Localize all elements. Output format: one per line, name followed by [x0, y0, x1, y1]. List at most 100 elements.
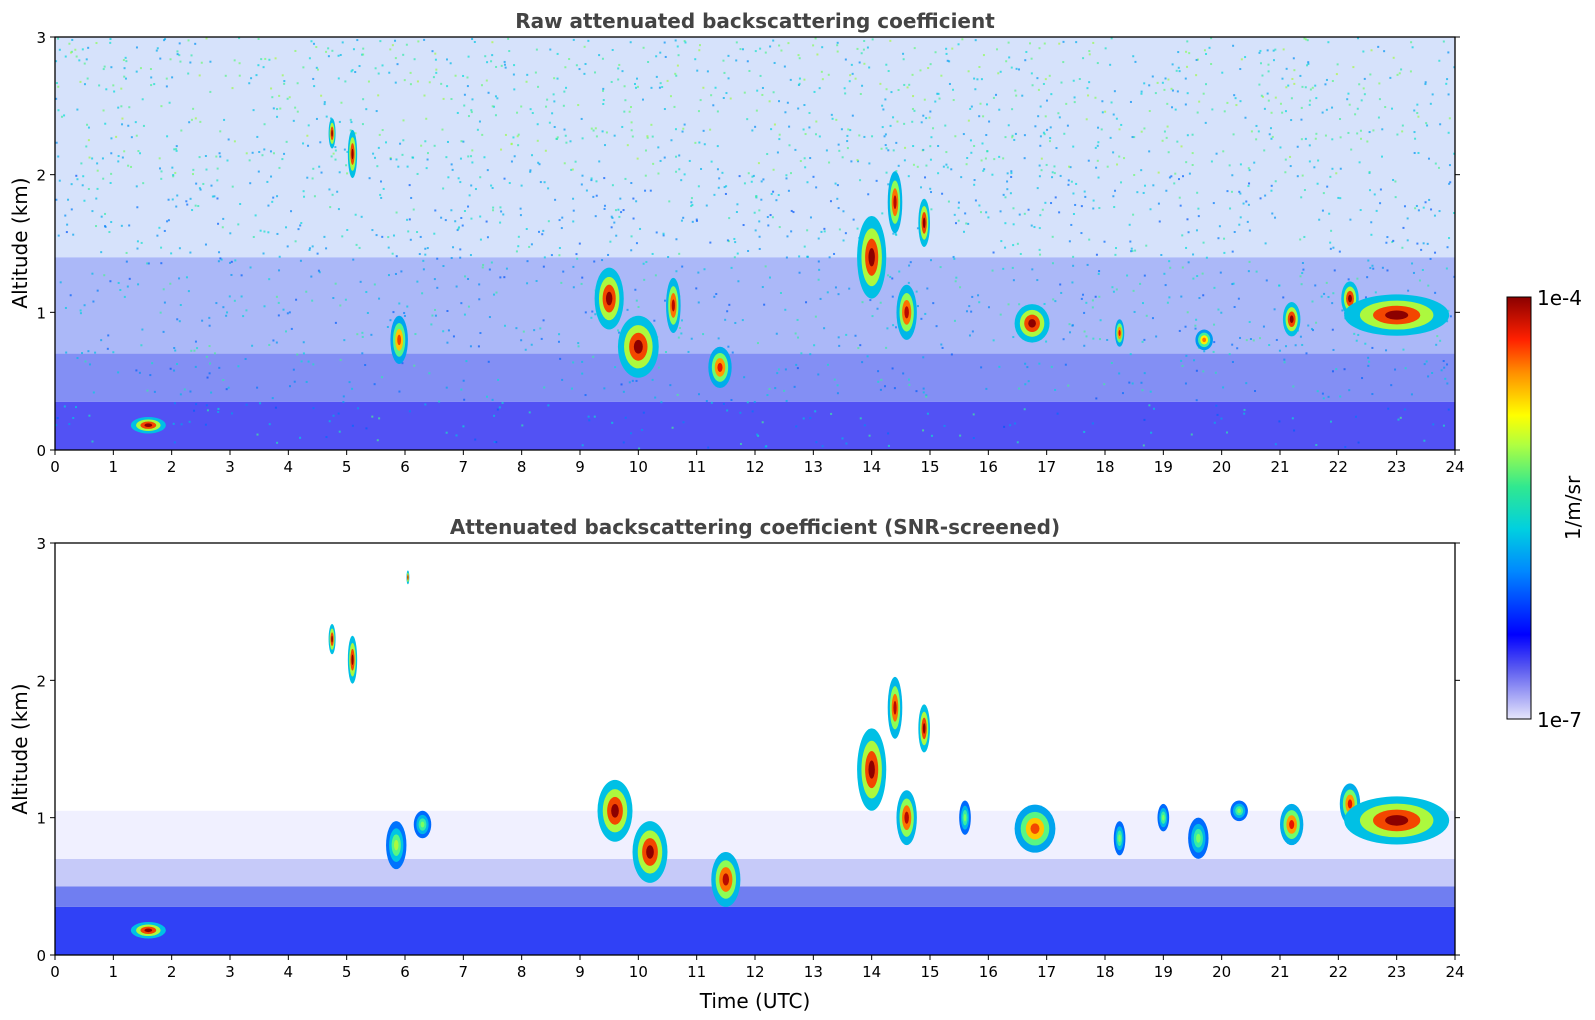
noise-dot — [338, 120, 341, 123]
noise-dot — [260, 58, 263, 61]
noise-dot — [950, 353, 953, 356]
noise-dot — [462, 140, 465, 143]
noise-dot — [1140, 381, 1143, 384]
noise-dot — [657, 146, 660, 149]
noise-dot — [311, 177, 314, 180]
noise-dot — [828, 256, 831, 259]
noise-dot — [1272, 59, 1275, 62]
noise-dot — [1190, 433, 1193, 436]
noise-dot — [833, 252, 836, 255]
noise-dot — [603, 387, 606, 390]
noise-dot — [1213, 323, 1216, 326]
noise-dot — [1290, 97, 1293, 100]
noise-dot — [217, 407, 220, 410]
x-tick-label: 5 — [342, 963, 352, 981]
noise-dot — [312, 77, 315, 80]
noise-dot — [500, 64, 503, 67]
noise-dot — [885, 88, 888, 91]
noise-dot — [269, 150, 272, 153]
noise-dot — [58, 179, 61, 182]
noise-dot — [884, 144, 887, 147]
noise-dot — [788, 144, 791, 147]
noise-dot — [117, 106, 120, 109]
noise-dot — [630, 235, 633, 238]
noise-dot — [662, 232, 665, 235]
noise-dot — [135, 185, 138, 188]
noise-dot — [795, 363, 798, 366]
noise-dot — [1308, 144, 1311, 147]
noise-dot — [761, 286, 764, 289]
noise-dot — [72, 233, 75, 236]
backscatter-feature — [1196, 833, 1201, 843]
noise-dot — [151, 362, 154, 365]
noise-dot — [313, 195, 316, 198]
noise-dot — [1326, 185, 1329, 188]
noise-dot — [535, 48, 538, 51]
noise-dot — [499, 276, 502, 279]
noise-dot — [318, 271, 321, 274]
noise-dot — [1357, 441, 1360, 444]
noise-dot — [823, 327, 826, 330]
noise-dot — [927, 67, 930, 70]
noise-dot — [802, 128, 805, 131]
noise-dot — [1272, 49, 1275, 52]
noise-dot — [879, 301, 882, 304]
noise-dot — [574, 160, 577, 163]
noise-dot — [1213, 286, 1216, 289]
noise-dot — [624, 416, 627, 419]
noise-dot — [766, 216, 769, 219]
noise-dot — [1043, 42, 1046, 45]
noise-dot — [1072, 264, 1075, 267]
noise-dot — [1348, 103, 1351, 106]
noise-dot — [299, 259, 302, 262]
snr-screened-panel: Attenuated backscattering coefficient (S… — [8, 515, 1465, 1013]
noise-dot — [1349, 218, 1352, 221]
noise-dot — [877, 380, 880, 383]
noise-dot — [710, 401, 713, 404]
noise-dot — [654, 396, 657, 399]
noise-dot — [1330, 229, 1333, 232]
noise-dot — [1339, 167, 1342, 170]
noise-dot — [578, 242, 581, 245]
noise-dot — [1202, 370, 1205, 373]
noise-dot — [1094, 96, 1097, 99]
noise-dot — [80, 352, 83, 355]
noise-dot — [602, 89, 605, 92]
noise-dot — [434, 308, 437, 311]
noise-dot — [1174, 172, 1177, 175]
noise-dot — [944, 124, 947, 127]
noise-dot — [57, 85, 60, 88]
noise-dot — [551, 112, 554, 115]
noise-dot — [1325, 78, 1328, 81]
noise-dot — [219, 155, 222, 158]
noise-dot — [691, 203, 694, 206]
noise-dot — [438, 400, 441, 403]
noise-dot — [1113, 90, 1116, 93]
noise-dot — [605, 131, 608, 134]
noise-dot — [1057, 112, 1060, 115]
noise-dot — [376, 165, 379, 168]
noise-dot — [1431, 371, 1434, 374]
noise-dot — [1377, 116, 1380, 119]
noise-dot — [690, 201, 693, 204]
noise-dot — [730, 266, 733, 269]
noise-dot — [109, 280, 112, 283]
noise-dot — [892, 324, 895, 327]
noise-dot — [970, 310, 973, 313]
noise-dot — [356, 39, 359, 42]
noise-dot — [1164, 284, 1167, 287]
noise-dot — [1194, 324, 1197, 327]
noise-dot — [863, 424, 866, 427]
noise-dot — [793, 385, 796, 388]
noise-dot — [815, 441, 818, 444]
noise-dot — [490, 261, 493, 264]
noise-dot — [394, 39, 397, 42]
noise-dot — [377, 146, 380, 149]
colorbar-min-label: 1e-7 — [1537, 708, 1582, 732]
noise-dot — [376, 439, 379, 442]
backscatter-feature — [407, 575, 409, 579]
noise-dot — [257, 170, 260, 173]
noise-dot — [1185, 50, 1188, 53]
noise-dot — [759, 47, 762, 50]
